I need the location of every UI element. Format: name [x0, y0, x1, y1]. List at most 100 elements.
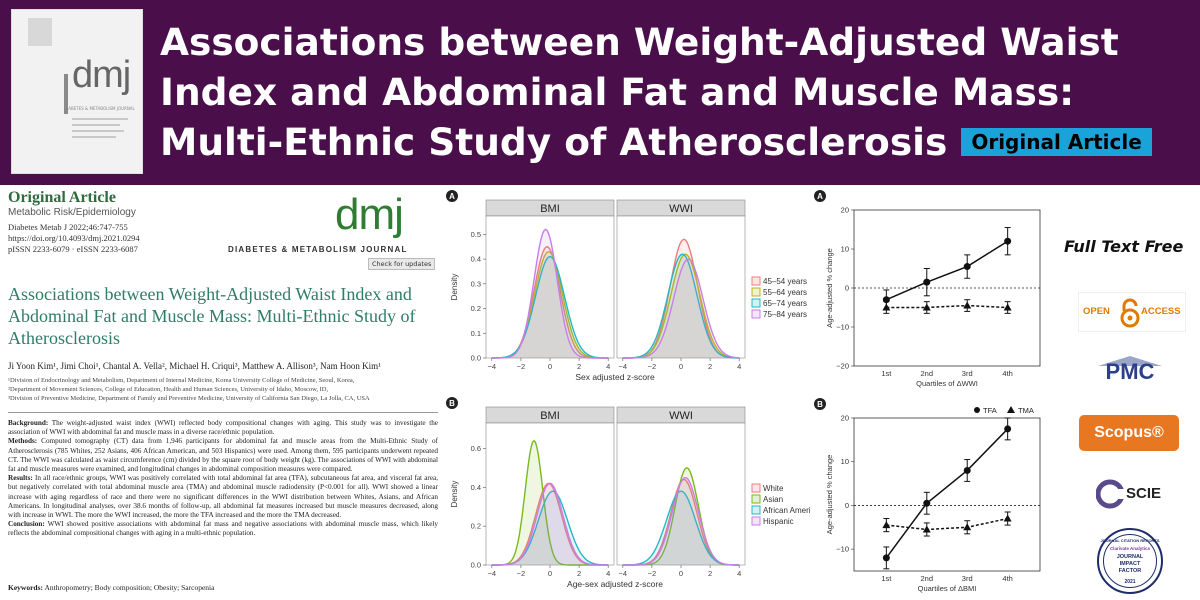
series-line	[885, 428, 1009, 559]
open-access-label: OPEN	[1083, 306, 1110, 317]
x-tick-label: 2	[708, 362, 712, 371]
abstract-background: Background: The weight-adjusted waist in…	[8, 419, 438, 437]
line-chart-b: B 20 10 0 −10 1st 2nd 3rd 4th Quartiles of ΔBMI Ag…	[814, 398, 1041, 593]
density-fill	[622, 479, 740, 565]
abstract-methods: Methods: Computed tomography (CT) data f…	[8, 437, 438, 474]
x-tick-label: 0	[679, 362, 683, 371]
x-tick-label: 1st	[881, 369, 892, 378]
pmc-roof-icon	[1098, 356, 1162, 366]
page-title: Associations between Weight-Adjusted Wai…	[160, 17, 1180, 167]
scopus-badge[interactable]: Scopus®	[1079, 415, 1179, 451]
pmc-badge[interactable]: PMC	[1090, 355, 1170, 391]
scie-badge[interactable]: SCIE	[1092, 479, 1182, 511]
y-tick-label: 0	[845, 284, 849, 293]
check-updates-button[interactable]: Check for updates	[368, 258, 436, 270]
series-line	[886, 240, 1009, 301]
open-access-badge[interactable]: OPEN ACCESS	[1078, 292, 1186, 332]
density-curve	[491, 482, 609, 566]
keywords-text: Anthropometry; Body composition; Obesity…	[44, 583, 215, 592]
y-tick-label: 0	[845, 501, 849, 510]
jif-year: 2021	[1124, 579, 1136, 585]
cover-logo: dmj	[72, 54, 131, 96]
legend-label: TMA	[1018, 406, 1034, 415]
data-point	[922, 303, 931, 311]
density-fill	[491, 251, 609, 358]
density-fill	[491, 246, 609, 358]
x-tick-label: 4th	[1002, 369, 1012, 378]
journal-logo: dmj	[335, 190, 404, 239]
x-axis-label: Sex adjusted z-score	[575, 372, 655, 382]
density-figure-b: B BMI −4 −2 0 2 4 0.0 0.2 0.4 0.6 WWI −4 −2 0 2 4 Density…	[445, 395, 823, 600]
y-tick-label: −20	[836, 362, 849, 371]
density-fill	[491, 491, 609, 565]
density-curve	[622, 476, 740, 566]
data-point	[963, 466, 971, 474]
article-title: Associations between Weight-Adjusted Wai…	[8, 284, 416, 348]
y-axis-label: Age-adjusted % change	[825, 248, 834, 328]
divider	[8, 412, 438, 413]
density-chart-a: A BMI −4 −2 0 2 4 0.0 0.1 0.2 0.3 0.4 0.5 WWI −4 −2 0 2 4 D…	[446, 190, 807, 382]
journal-impact-factor-badge[interactable]: JOURNAL CITATION REPORTS Clarivate Analy…	[1097, 528, 1163, 594]
legend-label: 75–84 years	[763, 310, 807, 319]
density-fill	[622, 259, 740, 358]
article-meta: Diabetes Metab J 2022;46:747-755 https:/…	[8, 222, 140, 255]
density-fill	[622, 239, 740, 358]
x-tick-label: −2	[517, 569, 526, 578]
clarivate-icon	[1096, 479, 1124, 509]
x-tick-label: 4	[606, 362, 610, 371]
journal-cover-image: dmj DIABETES & METABOLISM JOURNAL	[11, 9, 143, 174]
legend-label: 45–54 years	[763, 277, 807, 286]
legend-label: 55–64 years	[763, 288, 807, 297]
scie-label: SCIE	[1126, 485, 1162, 502]
cover-line	[72, 124, 120, 126]
density-curve	[622, 258, 740, 359]
jif-ring	[1103, 534, 1157, 588]
facet-label: WWI	[669, 410, 693, 422]
density-fill	[491, 483, 609, 565]
cover-line	[72, 118, 128, 120]
abstract-text: WWI showed positive associations with ab…	[8, 520, 439, 538]
density-chart-b: B BMI −4 −2 0 2 4 0.0 0.2 0.4 0.6 WWI −4 −2 0 2 4 Density…	[446, 397, 823, 589]
jif-label: FACTOR	[1118, 568, 1142, 574]
x-tick-label: 4	[737, 362, 741, 371]
legend-label: Asian	[763, 495, 783, 504]
article-doi: https://doi.org/10.4093/dmj.2021.0294	[8, 233, 140, 243]
jif-brand-label: Clarivate Analytics	[1109, 546, 1151, 551]
open-access-label: ACCESS	[1141, 306, 1181, 317]
x-tick-label: 2nd	[921, 574, 934, 583]
keywords-label: Keywords:	[8, 583, 43, 592]
y-tick-label: 20	[841, 414, 849, 423]
panel-letter-badge	[814, 190, 826, 202]
data-point	[882, 554, 890, 562]
y-tick-label: 0.4	[471, 255, 481, 264]
affiliation: ¹Division of Endocrinology and Metabolis…	[8, 377, 355, 384]
x-tick-label: −4	[619, 362, 628, 371]
y-tick-label: 0.5	[471, 230, 481, 239]
cover-subtitle: DIABETES & METABOLISM JOURNAL	[64, 106, 135, 111]
article-abstract: Background: The weight-adjusted waist in…	[8, 419, 438, 539]
y-axis-label: Age-adjusted % change	[825, 455, 834, 535]
y-tick-label: 0.0	[471, 354, 481, 363]
plot-area	[853, 417, 1041, 572]
legend-label: African American	[763, 506, 810, 515]
density-curve	[491, 439, 609, 566]
plot-area	[616, 215, 746, 359]
panel-letter: B	[817, 400, 823, 409]
facet-label: BMI	[540, 410, 560, 422]
line-chart-a: A 20 10 0 −10 −20 1st 2nd 3rd 4th Quartiles of ΔWW…	[814, 190, 1041, 388]
x-tick-label: 2	[577, 569, 581, 578]
legend-swatch	[751, 287, 761, 297]
data-point	[922, 525, 931, 533]
x-axis-label: Age-sex adjusted z-score	[567, 579, 663, 589]
article-keywords: Keywords: Anthropometry; Body compositio…	[8, 583, 214, 592]
density-fill	[491, 229, 609, 358]
x-tick-label: −2	[648, 569, 657, 578]
article-type-badge: Original Article	[961, 128, 1152, 156]
x-axis-label: Quartiles of ΔBMI	[918, 584, 977, 593]
legend-swatch	[751, 309, 761, 319]
y-tick-label: 10	[841, 245, 849, 254]
data-point	[963, 301, 972, 309]
y-tick-label: 10	[841, 457, 849, 466]
density-fill	[491, 483, 609, 565]
density-fill	[622, 477, 740, 565]
